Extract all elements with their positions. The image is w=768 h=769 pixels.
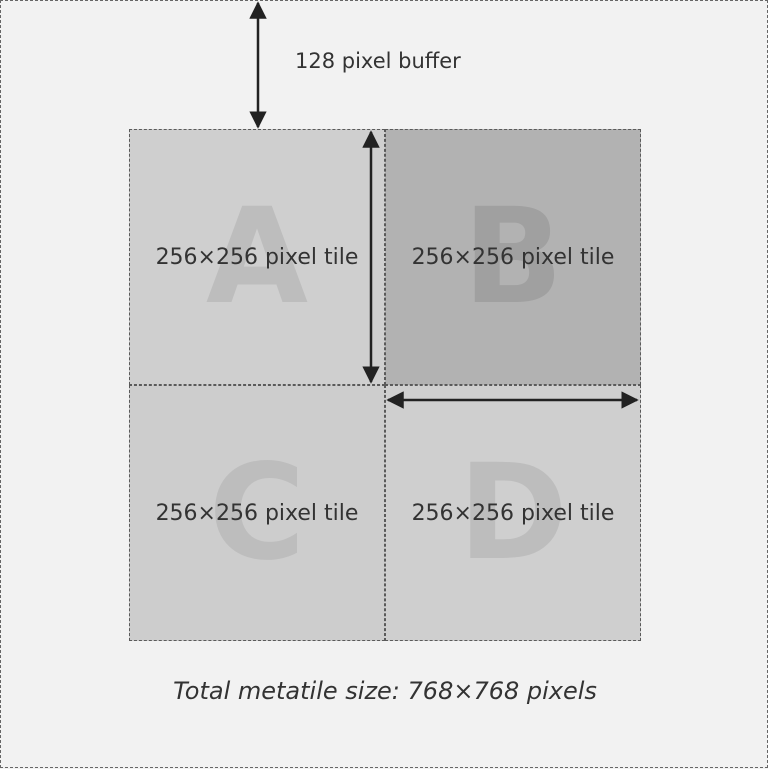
total-size-caption: Total metatile size: 768×768 pixels (173, 677, 597, 705)
tile-c: C 256×256 pixel tile (129, 385, 385, 641)
tile-b-label: 256×256 pixel tile (411, 244, 615, 270)
tile-a: A 256×256 pixel tile (129, 129, 385, 385)
tile-a-label: 256×256 pixel tile (155, 244, 359, 270)
tile-d: D 256×256 pixel tile (385, 385, 641, 641)
tile-b: B 256×256 pixel tile (385, 129, 641, 385)
tile-c-label: 256×256 pixel tile (155, 500, 359, 526)
tile-d-label: 256×256 pixel tile (411, 500, 615, 526)
tile-b-letter: B (462, 180, 564, 334)
buffer-label: 128 pixel buffer (295, 49, 461, 73)
tile-c-letter: C (208, 436, 306, 590)
tile-d-letter: D (458, 436, 568, 590)
tile-a-letter: A (205, 180, 309, 334)
